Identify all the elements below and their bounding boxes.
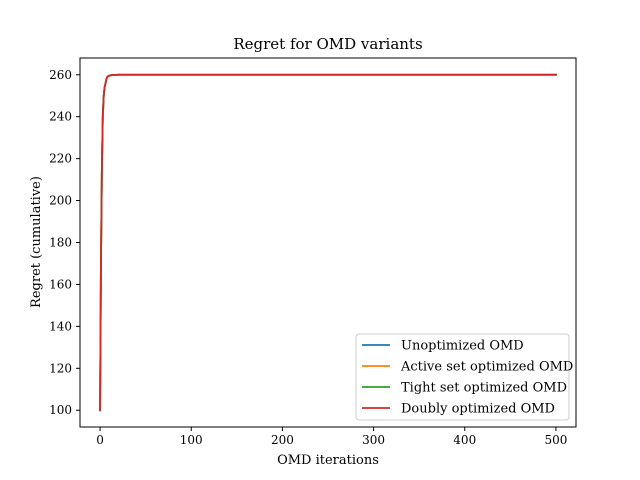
y-tick-label-2: 140 bbox=[49, 319, 72, 333]
y-tick-label-4: 180 bbox=[49, 236, 72, 250]
legend-label-3: Doubly optimized OMD bbox=[401, 402, 555, 417]
chart-title: Regret for OMD variants bbox=[233, 35, 422, 53]
series-layer bbox=[99, 73, 557, 412]
x-tick-label-4: 400 bbox=[453, 433, 476, 447]
legend-label-2: Tight set optimized OMD bbox=[401, 381, 567, 396]
x-tick-label-1: 100 bbox=[180, 433, 203, 447]
legend: Unoptimized OMD Active set optimized OMD T… bbox=[355, 333, 573, 421]
legend-box bbox=[355, 333, 570, 421]
legend-items: Unoptimized OMD Active set optimized OMD T… bbox=[362, 339, 573, 417]
y-tick-label-0: 100 bbox=[49, 403, 72, 417]
legend-label-1: Active set optimized OMD bbox=[400, 360, 573, 375]
y-tick-label-5: 200 bbox=[49, 194, 72, 208]
y-tick-label-8: 260 bbox=[49, 68, 72, 82]
x-tick-label-0: 0 bbox=[96, 433, 104, 447]
series-line-3 bbox=[99, 73, 557, 412]
y-tick-label-7: 240 bbox=[49, 110, 72, 124]
legend-label-0: Unoptimized OMD bbox=[401, 339, 524, 354]
x-axis-ticks: 0 100 200 300 400 500 bbox=[96, 427, 567, 447]
x-tick-label-2: 200 bbox=[271, 433, 294, 447]
y-tick-label-3: 160 bbox=[49, 277, 72, 291]
x-tick-label-3: 300 bbox=[362, 433, 385, 447]
y-tick-label-1: 120 bbox=[49, 361, 72, 375]
x-tick-label-5: 500 bbox=[544, 433, 567, 447]
x-axis-label: OMD iterations bbox=[277, 453, 379, 468]
y-axis-label: Regret (cumulative) bbox=[29, 176, 44, 308]
y-axis-ticks: 100 120 140 160 180 200 220 240 260 bbox=[49, 68, 80, 417]
y-tick-label-6: 220 bbox=[49, 152, 72, 166]
